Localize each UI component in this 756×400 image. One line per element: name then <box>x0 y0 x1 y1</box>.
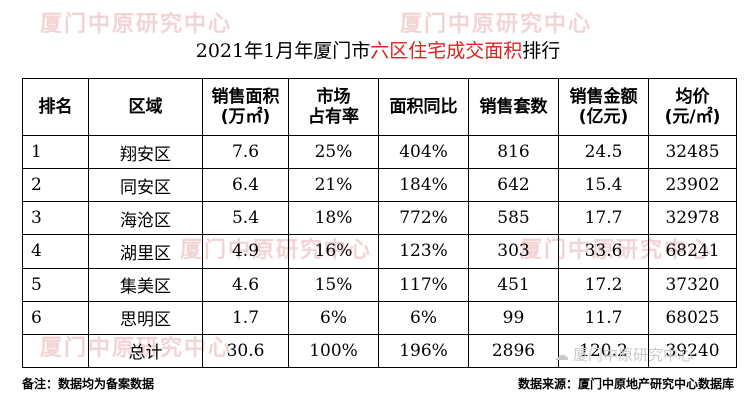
table-cell: 39240 <box>648 333 737 369</box>
table-cell: 6 <box>22 300 89 335</box>
table-cell: 7.6 <box>202 134 289 170</box>
table-cell: 4.6 <box>202 267 289 302</box>
table-cell: 5.4 <box>202 201 289 236</box>
table-cell: 翔安区 <box>88 134 203 170</box>
table-cell: 湖里区 <box>88 234 203 269</box>
column-header: 销售面积 (万㎡) <box>202 78 289 136</box>
column-header: 排名 <box>22 78 89 136</box>
table-cell: 120.2 <box>558 333 649 369</box>
table-row: 1 翔安区 7.6 25% 404% 816 24.5 32485 <box>22 134 737 170</box>
table-cell: 总计 <box>88 333 203 369</box>
column-header: 区域 <box>88 78 203 136</box>
table-header-row: 排名 区域 销售面积 (万㎡) 市场 占有率 面积同比 销售套数 销售金额 (亿元) 均价 (… <box>22 78 737 136</box>
table-cell: 2896 <box>468 333 559 369</box>
table-cell: 海沧区 <box>88 201 203 236</box>
table-cell: 184% <box>378 168 469 203</box>
table-row: 6 思明区 1.7 6% 6% 99 11.7 68025 <box>22 300 737 335</box>
table-cell: 17.2 <box>558 267 649 302</box>
table-cell: 68241 <box>648 234 737 269</box>
table-cell: 3 <box>22 201 89 236</box>
table-cell: 4.9 <box>202 234 289 269</box>
table-cell: 17.7 <box>558 201 649 236</box>
table-cell: 18% <box>288 201 379 236</box>
table-cell: 15.4 <box>558 168 649 203</box>
table-cell: 同安区 <box>88 168 203 203</box>
table-cell: 23902 <box>648 168 737 203</box>
table-cell: 404% <box>378 134 469 170</box>
table-row: 3 海沧区 5.4 18% 772% 585 17.7 32978 <box>22 201 737 236</box>
column-header: 销售套数 <box>468 78 559 136</box>
table-cell: 16% <box>288 234 379 269</box>
table-cell: 196% <box>378 333 469 369</box>
table-cell: 585 <box>468 201 559 236</box>
ranking-table: 排名 区域 销售面积 (万㎡) 市场 占有率 面积同比 销售套数 销售金额 (亿元) 均价 (… <box>22 78 737 369</box>
table-cell: 思明区 <box>88 300 203 335</box>
table-cell: 6% <box>288 300 379 335</box>
table-row: 2 同安区 6.4 21% 184% 642 15.4 23902 <box>22 168 737 203</box>
brand-badge: ☁ 厦门中原研究中心 <box>554 344 693 365</box>
table-cell: 123% <box>378 234 469 269</box>
total-row: 总计 30.6 100% 196% 2896 120.2 39240 <box>22 333 737 369</box>
table-cell: 816 <box>468 134 559 170</box>
table-cell: 6% <box>378 300 469 335</box>
column-header: 均价 (元/㎡) <box>648 78 737 136</box>
table-cell: 24.5 <box>558 134 649 170</box>
table-cell: 集美区 <box>88 267 203 302</box>
table-row: 5 集美区 4.6 15% 117% 451 17.2 37320 <box>22 267 737 302</box>
table-cell: 303 <box>468 234 559 269</box>
brand-text: 厦门中原研究中心 <box>573 346 694 364</box>
table-cell: 32978 <box>648 201 737 236</box>
wechat-icon: ☁ <box>554 345 569 364</box>
table-title: 2021年1月年厦门市六区住宅成交面积排行 <box>195 40 561 62</box>
table-cell: 68025 <box>648 300 737 335</box>
table-cell: 6.4 <box>202 168 289 203</box>
table-row: 4 湖里区 4.9 16% 123% 303 33.6 68241 <box>22 234 737 269</box>
table-cell: 2 <box>22 168 89 203</box>
table-cell: 11.7 <box>558 300 649 335</box>
table-cell: 642 <box>468 168 559 203</box>
watermark: 厦门中原研究中心 <box>40 12 233 37</box>
table-cell: 4 <box>22 234 89 269</box>
table-cell: 117% <box>378 267 469 302</box>
table-cell: 100% <box>288 333 379 369</box>
footer-note: 备注：数据均为备案数据 <box>22 377 155 391</box>
table-cell: 21% <box>288 168 379 203</box>
watermark: 厦门中原研究中心 <box>400 12 593 37</box>
table-cell: 30.6 <box>202 333 289 369</box>
column-header: 销售金额 (亿元) <box>558 78 649 136</box>
table-cell <box>22 333 89 369</box>
table-cell: 25% <box>288 134 379 170</box>
table-cell: 32485 <box>648 134 737 170</box>
table-cell: 451 <box>468 267 559 302</box>
table-cell: 33.6 <box>558 234 649 269</box>
column-header: 市场 占有率 <box>288 78 379 136</box>
table-cell: 37320 <box>648 267 737 302</box>
table-cell: 5 <box>22 267 89 302</box>
footer-source: 数据来源：厦门中原地产研究中心数据库 <box>517 377 734 391</box>
column-header: 面积同比 <box>378 78 469 136</box>
table-cell: 15% <box>288 267 379 302</box>
table-cell: 1 <box>22 134 89 170</box>
table-cell: 1.7 <box>202 300 289 335</box>
table-cell: 99 <box>468 300 559 335</box>
table-cell: 772% <box>378 201 469 236</box>
